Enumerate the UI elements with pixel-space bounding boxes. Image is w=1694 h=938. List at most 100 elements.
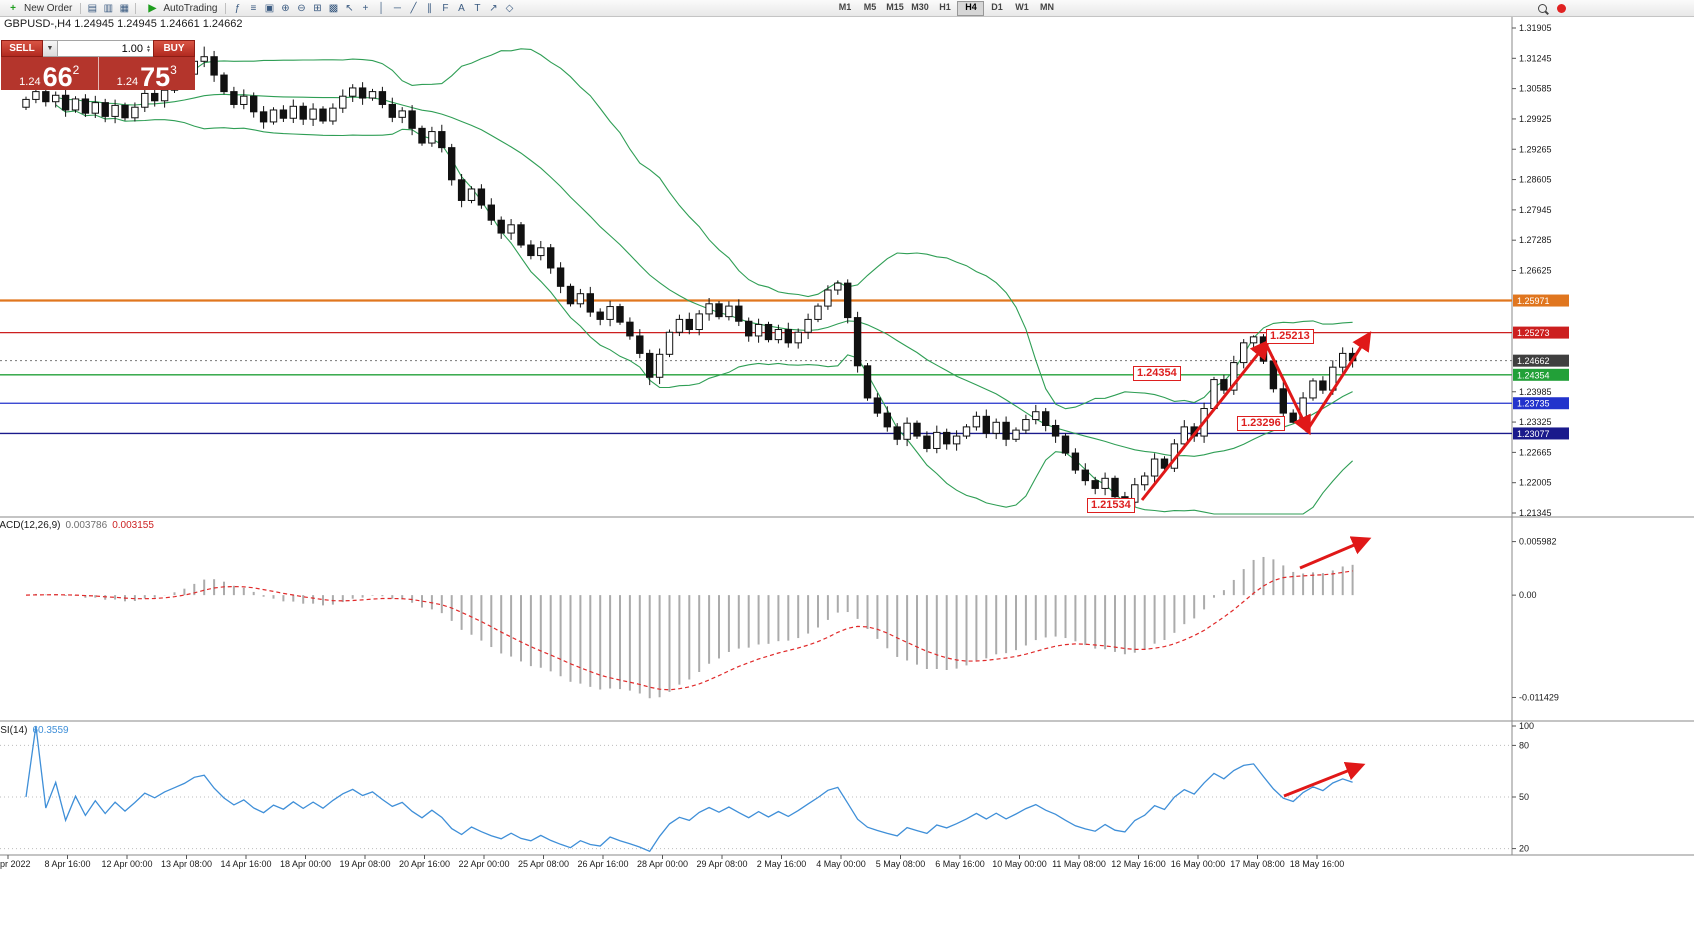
trend-arrows-layer bbox=[1140, 331, 1372, 798]
time-axis-label: 22 Apr 00:00 bbox=[458, 859, 509, 869]
indicator-list-icon[interactable]: ≡ bbox=[250, 2, 257, 14]
macd-header: MACD(12,26,9) 0.003786 0.003155 bbox=[0, 520, 154, 531]
bear-candle-body bbox=[685, 318, 693, 331]
autotrading-button[interactable]: ▶ AutoTrading bbox=[139, 1, 222, 16]
volume-dropdown[interactable]: ▼ bbox=[43, 40, 58, 57]
tile-windows-icon[interactable]: ⊞ bbox=[313, 2, 322, 14]
horizontal-line-icon[interactable]: ─ bbox=[393, 2, 402, 14]
objects-list-icon[interactable]: ▣ bbox=[264, 2, 275, 14]
bull-candle-body bbox=[675, 318, 684, 333]
price-annotation-label[interactable]: 1.24354 bbox=[1133, 366, 1181, 381]
bear-candle-body bbox=[477, 188, 486, 206]
shapes-icon[interactable]: ◇ bbox=[505, 2, 514, 14]
bear-candle-body bbox=[1051, 425, 1060, 437]
bear-candle-body bbox=[646, 352, 654, 378]
rsi-panel-layer bbox=[0, 725, 1512, 853]
timeframe-button-h4[interactable]: H4 bbox=[957, 0, 985, 16]
notification-badge[interactable] bbox=[1557, 3, 1566, 13]
vertical-line-icon[interactable]: │ bbox=[378, 2, 385, 14]
trendline-icon[interactable]: ╱ bbox=[410, 2, 417, 14]
time-axis-label: 20 Apr 16:00 bbox=[399, 859, 450, 869]
price-level-axis-box bbox=[1513, 397, 1569, 410]
indicators-icon[interactable]: ƒ bbox=[234, 2, 241, 14]
bear-candle-body bbox=[626, 321, 634, 337]
price-axis-tick-label: 1.22005 bbox=[1519, 478, 1552, 488]
rsi-axis-label: 80 bbox=[1519, 740, 1529, 750]
time-axis-label: 17 May 08:00 bbox=[1230, 859, 1285, 869]
bear-candle-body bbox=[279, 109, 288, 119]
zoom-out-icon[interactable]: ⊖ bbox=[297, 2, 306, 14]
macd-signal-line bbox=[25, 570, 1353, 691]
bull-candle-body bbox=[1141, 475, 1149, 486]
crosshair-icon[interactable]: + bbox=[362, 2, 369, 14]
bull-candle-body bbox=[141, 92, 149, 108]
bull-candle-body bbox=[606, 306, 614, 320]
bear-candle-body bbox=[358, 87, 367, 99]
price-annotation-label[interactable]: 1.23296 bbox=[1237, 416, 1285, 431]
time-axis-label: 26 Apr 16:00 bbox=[577, 859, 628, 869]
new-chart-icon[interactable]: ▩ bbox=[328, 2, 339, 14]
bear-candle-body bbox=[250, 95, 258, 113]
price-annotation-label[interactable]: 1.25213 bbox=[1266, 329, 1314, 344]
bear-candle-body bbox=[1319, 380, 1327, 391]
trend-arrow[interactable] bbox=[1264, 343, 1311, 436]
bear-candle-body bbox=[497, 219, 505, 234]
arrows-icon[interactable]: ↗ bbox=[489, 2, 498, 14]
time-axis-label: 18 May 16:00 bbox=[1290, 859, 1345, 869]
bear-candle-body bbox=[448, 147, 456, 181]
timeframe-button-mn[interactable]: MN bbox=[1039, 1, 1054, 12]
equidistant-channel-icon[interactable]: ∥ bbox=[426, 2, 432, 14]
timeframe-button-m30[interactable]: M30 bbox=[911, 1, 929, 12]
chart-window-icon[interactable]: ▤ bbox=[87, 2, 98, 14]
price-level-axis-box bbox=[1513, 427, 1569, 440]
search-icon[interactable] bbox=[1538, 3, 1547, 13]
trend-arrow[interactable] bbox=[1304, 331, 1372, 433]
zoom-in-icon[interactable]: ⊕ bbox=[281, 2, 290, 14]
bull-candle-body bbox=[576, 293, 585, 305]
bull-candle-body bbox=[537, 247, 545, 257]
bull-candle-body bbox=[1339, 352, 1347, 368]
price-axis-tick-label: 1.27285 bbox=[1519, 235, 1552, 245]
bull-candle-body bbox=[91, 102, 99, 114]
bull-candle-body bbox=[695, 313, 703, 331]
new-order-button[interactable]: + New Order bbox=[0, 1, 77, 16]
timeframe-button-d1[interactable]: D1 bbox=[991, 1, 1003, 12]
volume-input[interactable] bbox=[58, 42, 145, 55]
timeframe-button-m1[interactable]: M1 bbox=[838, 1, 852, 12]
timeframe-button-h1[interactable]: H1 bbox=[939, 1, 951, 12]
toolbar: + New Order ▤ ▥ ▦ ▶ AutoTrading ƒ ≡ ▣ ⊕ ⊖ ⊞ ▩ ↖ + │… bbox=[0, 0, 1694, 17]
market-watch-icon[interactable]: ▦ bbox=[119, 2, 130, 14]
trend-arrow[interactable] bbox=[1283, 761, 1366, 798]
bull-candle-body bbox=[962, 426, 971, 437]
cursor-icon[interactable]: ↖ bbox=[345, 2, 354, 14]
sell-price-button[interactable]: 1.24 66 2 bbox=[1, 57, 99, 90]
tick-chart-icon[interactable]: ▥ bbox=[103, 2, 114, 14]
timeframe-button-w1[interactable]: W1 bbox=[1015, 1, 1029, 12]
bull-candle-body bbox=[111, 104, 119, 117]
volume-stepper[interactable]: ▲ ▼ bbox=[146, 43, 151, 54]
text-label-icon[interactable]: T bbox=[474, 2, 481, 14]
bear-candle-body bbox=[121, 104, 129, 119]
bull-candle-body bbox=[665, 331, 674, 355]
trend-arrow[interactable] bbox=[1299, 536, 1372, 570]
time-axis-label: 4 May 00:00 bbox=[816, 859, 866, 869]
trend-arrow[interactable] bbox=[1140, 339, 1270, 501]
sell-button[interactable]: SELL bbox=[1, 40, 43, 57]
timeframe-button-m5[interactable]: M5 bbox=[863, 1, 877, 12]
time-axis-label: 28 Apr 00:00 bbox=[637, 859, 688, 869]
chart-symbol-header: GBPUSD-,H4 1.24945 1.24945 1.24661 1.246… bbox=[4, 18, 243, 30]
rsi-value: 60.3559 bbox=[32, 725, 69, 736]
buy-price-button[interactable]: 1.24 75 3 bbox=[98, 57, 195, 90]
price-level-axis-label: 1.24354 bbox=[1517, 370, 1550, 380]
bear-candle-body bbox=[715, 303, 723, 318]
price-axis-tick-label: 1.27945 bbox=[1519, 205, 1552, 215]
macd-panel-layer bbox=[25, 556, 1354, 699]
text-icon[interactable]: A bbox=[458, 2, 465, 14]
price-annotation-label[interactable]: 1.21534 bbox=[1087, 498, 1135, 513]
buy-button[interactable]: BUY bbox=[153, 40, 195, 57]
bull-candle-body bbox=[339, 95, 347, 109]
timeframe-button-m15[interactable]: M15 bbox=[886, 1, 904, 12]
new-order-label: New Order bbox=[24, 2, 73, 14]
fibonacci-icon[interactable]: F bbox=[442, 2, 449, 14]
